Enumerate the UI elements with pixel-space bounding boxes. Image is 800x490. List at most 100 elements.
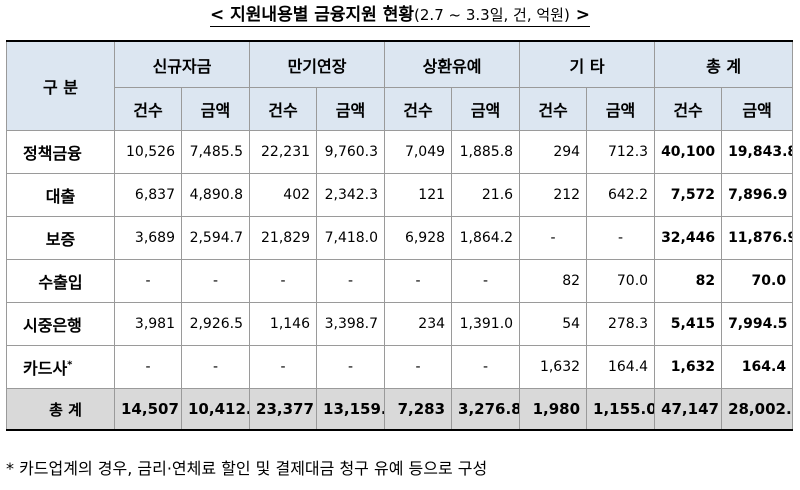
footnote-marker: * [67, 359, 73, 371]
cell: - [180, 259, 251, 303]
table-row: 시중은행 3,981 2,926.5 1,146 3,398.7 234 1,3… [6, 302, 794, 346]
header-repayment-deferral: 상환유예 [384, 40, 521, 88]
cell: 642.2 [586, 173, 656, 217]
cell: 121 [384, 173, 453, 217]
table-row: 카드사* - - - - - - 1,632 164.4 1,632 164.4 [6, 345, 794, 389]
cell: 1,885.8 [451, 130, 521, 174]
cell-total-amount: 7,896.9 [721, 173, 794, 217]
cell: 3,398.7 [316, 302, 386, 346]
cell: 7,418.0 [316, 216, 386, 260]
title-close: > [569, 5, 590, 25]
cell: 2,342.3 [316, 173, 386, 217]
header-maturity-extension: 만기연장 [249, 40, 386, 88]
cell-total-count: 5,415 [654, 302, 723, 346]
header-count: 건수 [384, 87, 453, 131]
row-label-grand-total: 총 계 [6, 388, 115, 431]
header-amount: 금액 [451, 87, 521, 131]
cell: 3,276.8 [451, 388, 521, 431]
cell: 294 [519, 130, 588, 174]
header-total: 총 계 [654, 40, 794, 88]
cell: 82 [519, 259, 588, 303]
cell: - [249, 259, 318, 303]
header-count: 건수 [249, 87, 318, 131]
cell: 1,155.0 [586, 388, 656, 431]
cell-total-count: 7,572 [654, 173, 723, 217]
header-count: 건수 [654, 87, 723, 131]
row-label-text: 카드사 [23, 359, 68, 378]
cell-total-amount: 7,994.5 [721, 302, 794, 346]
cell-total-count: 40,100 [654, 130, 723, 174]
cell: - [249, 345, 318, 389]
row-label-guarantees: 보증 [6, 216, 115, 260]
cell: 23,377 [249, 388, 318, 431]
cell-total-count: 1,632 [654, 345, 723, 389]
cell: 402 [249, 173, 318, 217]
cell: - [180, 345, 251, 389]
cell: 234 [384, 302, 453, 346]
cell: 7,485.5 [180, 130, 251, 174]
cell-total-amount: 11,876.9 [721, 216, 794, 260]
cell: 164.4 [586, 345, 656, 389]
header-amount: 금액 [316, 87, 386, 131]
cell: - [114, 259, 182, 303]
cell: 6,837 [114, 173, 182, 217]
cell: 54 [519, 302, 588, 346]
cell-total-count: 32,446 [654, 216, 723, 260]
row-label-export-import: 수출입 [6, 259, 115, 303]
cell: 3,689 [114, 216, 182, 260]
cell: - [384, 345, 453, 389]
header-count: 건수 [519, 87, 588, 131]
cell: - [519, 216, 588, 260]
header-category: 구 분 [6, 40, 115, 131]
cell: 1,146 [249, 302, 318, 346]
cell: - [451, 259, 521, 303]
cell: 70.0 [586, 259, 656, 303]
header-amount: 금액 [721, 87, 794, 131]
table-row: 보증 3,689 2,594.7 21,829 7,418.0 6,928 1,… [6, 216, 794, 260]
title-units: (2.7 ~ 3.3일, 건, 억원) [414, 6, 570, 24]
cell: 14,507 [114, 388, 182, 431]
support-status-table: 구 분 신규자금 만기연장 상환유예 기 타 총 계 건수 금액 건수 금액 건… [6, 40, 794, 431]
cell: 278.3 [586, 302, 656, 346]
title-main: < 지원내용별 금융지원 현황 [209, 5, 415, 25]
header-amount: 금액 [180, 87, 251, 131]
cell: 22,231 [249, 130, 318, 174]
table-row-total: 총 계 14,507 10,412.0 23,377 13,159.0 7,28… [6, 388, 794, 431]
cell-total-amount: 28,002.7 [721, 388, 794, 431]
cell: 7,049 [384, 130, 453, 174]
cell: 212 [519, 173, 588, 217]
footnote: * 카드업계의 경우, 금리·연체료 할인 및 결제대금 청구 유예 등으로 구… [6, 459, 488, 478]
cell: - [316, 259, 386, 303]
cell: 10,412.0 [180, 388, 251, 431]
cell: 3,981 [114, 302, 182, 346]
cell-total-amount: 164.4 [721, 345, 794, 389]
table-row: 대출 6,837 4,890.8 402 2,342.3 121 21.6 21… [6, 173, 794, 217]
cell: 2,594.7 [180, 216, 251, 260]
cell: 21,829 [249, 216, 318, 260]
header-other: 기 타 [519, 40, 656, 88]
cell: 4,890.8 [180, 173, 251, 217]
cell-total-count: 82 [654, 259, 723, 303]
cell: 1,864.2 [451, 216, 521, 260]
row-label-commercial-banks: 시중은행 [6, 302, 115, 346]
table-title: < 지원내용별 금융지원 현황(2.7 ~ 3.3일, 건, 억원) > [0, 4, 800, 27]
cell: 7,283 [384, 388, 453, 431]
cell-total-amount: 19,843.8 [721, 130, 794, 174]
cell-total-count: 47,147 [654, 388, 723, 431]
cell: 712.3 [586, 130, 656, 174]
cell: 6,928 [384, 216, 453, 260]
cell: 21.6 [451, 173, 521, 217]
row-label-loans: 대출 [6, 173, 115, 217]
cell: 10,526 [114, 130, 182, 174]
cell: - [586, 216, 656, 260]
cell-total-amount: 70.0 [721, 259, 794, 303]
header-new-funds: 신규자금 [113, 40, 251, 88]
cell: - [114, 345, 182, 389]
cell: 1,980 [519, 388, 588, 431]
table-row: 수출입 - - - - - - 82 70.0 82 70.0 [6, 259, 794, 303]
cell: 1,632 [519, 345, 588, 389]
cell: 1,391.0 [451, 302, 521, 346]
row-label-card-companies: 카드사* [6, 345, 115, 389]
header-count: 건수 [114, 87, 182, 131]
cell: - [316, 345, 386, 389]
